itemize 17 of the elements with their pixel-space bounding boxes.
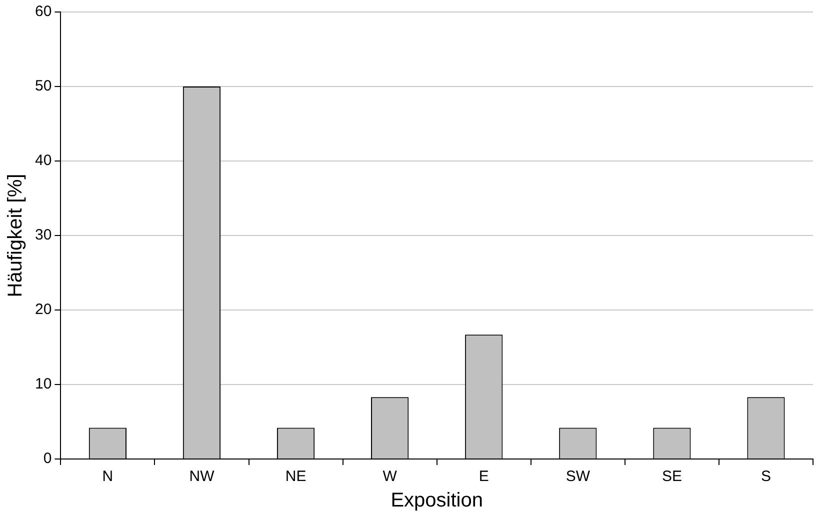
y-tick-label: 60 (34, 3, 52, 20)
y-tick-label: 10 (34, 376, 52, 393)
y-tick-label: 20 (34, 301, 52, 318)
y-tick-label: 40 (34, 152, 52, 170)
x-tick-label: W (382, 468, 398, 486)
y-axis-title: Häufigkeit [%] (4, 174, 27, 298)
x-tick-label: SE (662, 468, 682, 486)
y-tick-label: 0 (43, 450, 52, 468)
x-axis-title: Exposition (390, 490, 483, 512)
x-tick-label: NE (285, 468, 306, 486)
x-tick-label: E (478, 468, 489, 486)
y-tick-label: 50 (34, 78, 52, 95)
x-tick-label: S (760, 468, 771, 486)
x-tick-label: N (102, 468, 114, 486)
x-tick-label: SW (566, 468, 591, 486)
x-tick-label: NW (189, 468, 216, 486)
y-tick-label: 30 (34, 226, 52, 244)
